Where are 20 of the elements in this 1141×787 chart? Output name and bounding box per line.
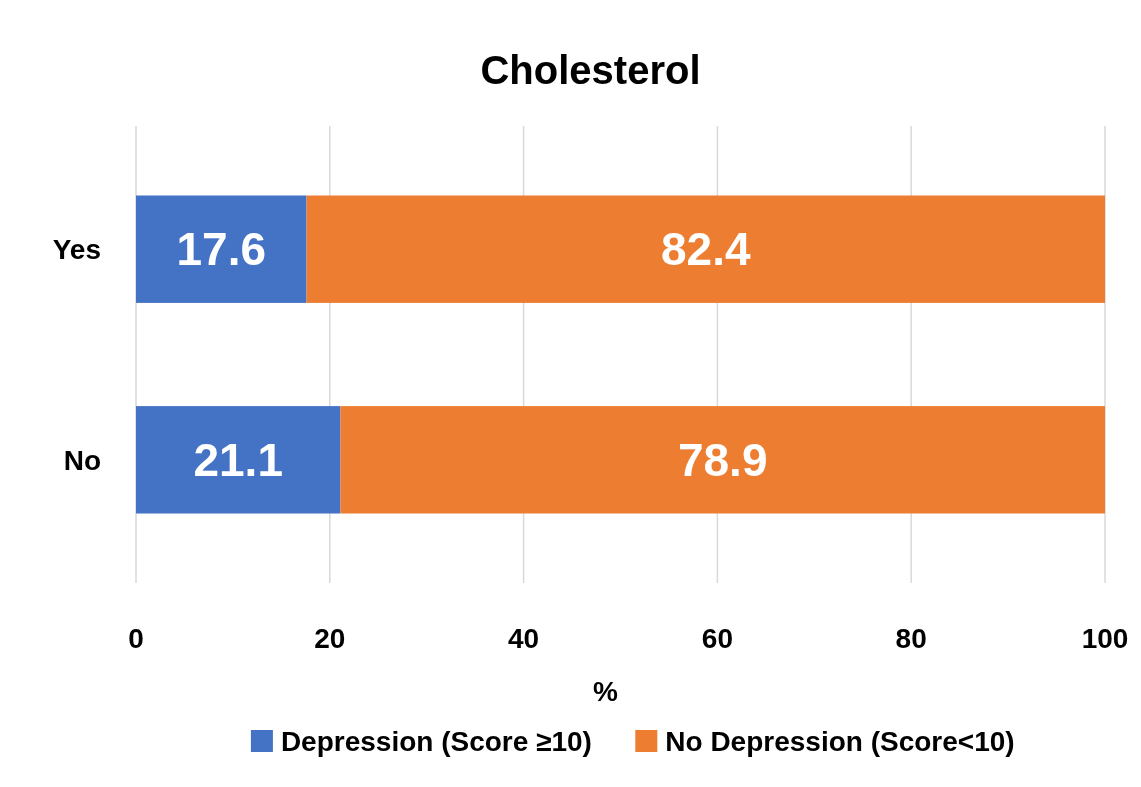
- legend-label: No Depression (Score<10): [665, 725, 1015, 757]
- bar: [340, 406, 1105, 514]
- bar: [136, 195, 307, 303]
- x-axis-title: %: [593, 675, 619, 707]
- data-label: 82.4: [661, 223, 751, 276]
- y-tick-label: Yes: [52, 234, 101, 265]
- x-tick-label: 40: [508, 622, 540, 654]
- x-tick-label: 100: [1081, 622, 1129, 654]
- x-tick-label: 60: [701, 622, 733, 654]
- x-tick-label: 0: [128, 622, 144, 654]
- data-label: 21.1: [193, 433, 283, 486]
- data-label: 78.9: [677, 433, 768, 486]
- bar: [306, 195, 1105, 303]
- y-tick-label: No: [63, 444, 101, 476]
- legend-label: Depression (Score ≥10): [280, 725, 592, 757]
- bar: [136, 406, 341, 514]
- x-tick-label: 80: [895, 622, 927, 654]
- chart-title: Cholesterol: [480, 48, 701, 92]
- x-tick-label: 20: [314, 622, 346, 654]
- data-label: 17.6: [176, 223, 267, 276]
